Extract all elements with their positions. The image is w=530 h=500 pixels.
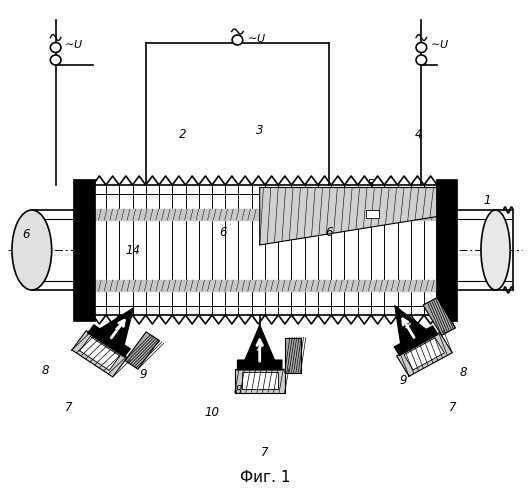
Polygon shape: [423, 298, 455, 336]
Text: 4: 4: [415, 128, 422, 141]
Polygon shape: [285, 338, 301, 372]
Text: 2: 2: [179, 128, 187, 141]
Text: $\sim\!U$: $\sim\!U$: [245, 32, 267, 44]
Text: 6: 6: [219, 226, 226, 239]
Bar: [436, 179, 457, 321]
Text: 5: 5: [367, 178, 375, 192]
Text: $\sim\!U$: $\sim\!U$: [62, 38, 84, 50]
Polygon shape: [394, 306, 438, 356]
Text: 9: 9: [399, 374, 407, 386]
Text: 14: 14: [125, 244, 140, 256]
Text: 6: 6: [23, 228, 30, 241]
Polygon shape: [396, 332, 452, 376]
Text: 8: 8: [41, 364, 49, 376]
Text: Фиг. 1: Фиг. 1: [240, 470, 290, 485]
Text: 3: 3: [256, 124, 263, 136]
Polygon shape: [404, 338, 444, 370]
Text: 10: 10: [205, 406, 219, 419]
Polygon shape: [242, 372, 278, 389]
Bar: [366, 210, 379, 218]
Text: 9: 9: [139, 368, 147, 382]
Ellipse shape: [481, 210, 510, 290]
Circle shape: [50, 55, 61, 65]
Polygon shape: [72, 330, 127, 377]
Polygon shape: [237, 325, 282, 370]
Circle shape: [50, 42, 61, 52]
Polygon shape: [88, 308, 134, 357]
Text: 7: 7: [65, 401, 73, 414]
Bar: [73, 179, 95, 321]
Polygon shape: [235, 369, 285, 392]
Text: 1: 1: [484, 194, 491, 206]
Text: 8: 8: [460, 366, 467, 379]
Polygon shape: [125, 332, 159, 369]
Text: 7: 7: [449, 401, 457, 414]
Polygon shape: [80, 336, 120, 370]
Circle shape: [416, 55, 427, 65]
Text: 6: 6: [325, 226, 332, 239]
Ellipse shape: [12, 210, 52, 290]
Circle shape: [416, 42, 427, 52]
Text: 7: 7: [261, 446, 269, 459]
Circle shape: [232, 35, 243, 45]
Bar: [93, 185, 437, 315]
Polygon shape: [260, 188, 437, 245]
Text: 8: 8: [235, 384, 242, 396]
Text: $\sim\!U$: $\sim\!U$: [428, 38, 449, 50]
